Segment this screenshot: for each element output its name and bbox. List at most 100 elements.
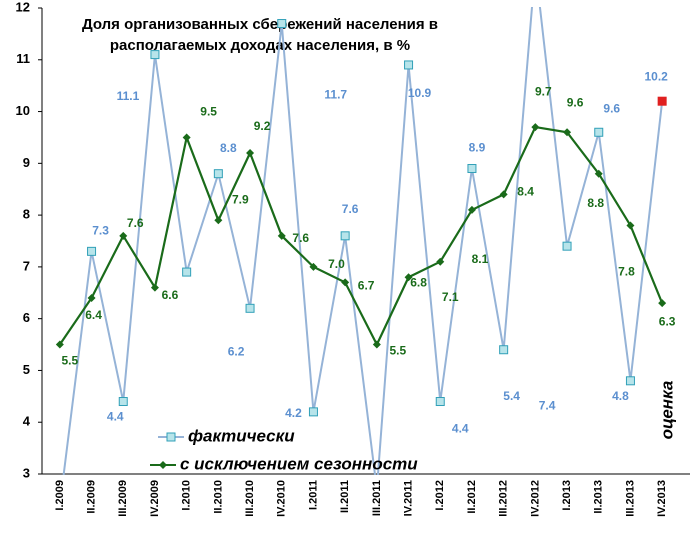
marker (499, 345, 509, 355)
marker (119, 231, 128, 240)
marker (246, 148, 255, 157)
x-tick-label: II.2010 (212, 480, 224, 514)
x-tick-label: I.2011 (307, 480, 319, 510)
data-label: 4.8 (612, 389, 629, 403)
x-tick-label: IV.2011 (402, 480, 414, 516)
data-label: 10.2 (644, 69, 668, 83)
plot-area (55, 7, 667, 475)
marker (625, 376, 635, 386)
x-tick-label: II.2011 (339, 480, 351, 513)
marker (658, 299, 667, 308)
data-label: 8.8 (220, 141, 237, 155)
y-tick-label: 4 (23, 414, 31, 429)
marker (118, 397, 128, 407)
data-label: 4.4 (452, 422, 469, 436)
legend-label: фактически (188, 426, 295, 445)
x-tick-label: III.2010 (244, 480, 256, 517)
marker (87, 293, 96, 302)
x-tick-label: III.2011 (371, 480, 383, 516)
data-label: 9.2 (254, 119, 271, 133)
x-tick-label: IV.2010 (276, 480, 288, 517)
marker (404, 60, 414, 70)
marker (182, 267, 192, 277)
y-tick-label: 11 (16, 51, 30, 66)
chart-title: Доля организованных сбережений населения… (82, 16, 438, 33)
marker (594, 169, 603, 178)
data-label: 9.6 (603, 101, 620, 115)
series-line (58, 125, 664, 348)
data-label: 7.0 (328, 257, 345, 271)
marker (626, 221, 635, 230)
series-line (62, 7, 664, 475)
x-tick-label: I.2012 (434, 480, 446, 511)
x-tick-label: I.2009 (54, 480, 66, 511)
marker (594, 127, 604, 137)
data-label: 5.5 (62, 354, 79, 368)
marker (341, 278, 350, 287)
data-label: 6.7 (358, 279, 375, 293)
x-tick-label: III.2013 (624, 480, 636, 517)
annotation: оценка (657, 381, 676, 440)
marker (55, 340, 64, 349)
marker (214, 216, 223, 225)
data-label: 11.1 (117, 89, 140, 103)
data-label: 7.8 (618, 265, 635, 279)
y-tick-label: 6 (23, 310, 30, 325)
marker (245, 303, 255, 313)
marker (213, 169, 223, 179)
data-label: 8.9 (469, 141, 486, 155)
legend-marker (166, 432, 176, 442)
marker (563, 128, 572, 137)
y-tick-label: 8 (23, 207, 30, 222)
marker (182, 133, 191, 142)
data-label: 9.5 (200, 105, 217, 119)
data-label: 6.6 (162, 288, 179, 302)
x-tick-label: IV.2012 (529, 480, 541, 517)
data-label: 7.1 (442, 290, 459, 304)
marker (499, 190, 508, 199)
x-tick-label: I.2010 (181, 480, 193, 511)
x-tick-label: III.2009 (117, 480, 129, 517)
data-label: 5.4 (503, 389, 520, 403)
data-label: 6.8 (410, 275, 427, 289)
marker (657, 96, 667, 106)
x-tick-label: I.2013 (561, 480, 573, 511)
data-label: 7.6 (342, 202, 359, 216)
marker (340, 231, 350, 241)
marker (404, 273, 413, 282)
y-tick-label: 7 (23, 258, 30, 273)
x-tick-label: II.2009 (85, 480, 97, 514)
chart-title: располагаемых доходах населения, в % (110, 37, 410, 54)
y-tick-label: 9 (23, 155, 30, 170)
x-tick-label: IV.2013 (656, 480, 668, 517)
marker (562, 241, 572, 251)
x-tick-label: III.2012 (498, 480, 510, 517)
marker (308, 407, 318, 417)
data-label: 4.4 (107, 410, 124, 424)
marker (467, 205, 476, 214)
data-label: 5.5 (390, 344, 407, 358)
data-label: 10.9 (408, 86, 432, 100)
data-label: 8.8 (587, 196, 604, 210)
data-label: 7.6 (292, 231, 309, 245)
data-label: 7.9 (232, 192, 249, 206)
marker (435, 397, 445, 407)
marker (309, 262, 318, 271)
data-label: 9.7 (535, 84, 552, 98)
data-label: 8.4 (517, 185, 534, 199)
data-label: 8.1 (472, 252, 489, 266)
y-tick-label: 12 (16, 0, 30, 14)
legend-label: с исключением сезонности (180, 454, 418, 473)
legend-marker (159, 461, 167, 469)
marker (372, 340, 381, 349)
marker (467, 164, 477, 174)
y-tick-label: 5 (23, 362, 30, 377)
data-label: 11.7 (324, 88, 347, 102)
x-tick-label: IV.2009 (149, 480, 161, 517)
data-label: 6.2 (228, 344, 245, 358)
data-label: 9.6 (567, 95, 584, 109)
y-tick-label: 3 (23, 465, 30, 480)
marker (277, 231, 286, 240)
marker (436, 257, 445, 266)
